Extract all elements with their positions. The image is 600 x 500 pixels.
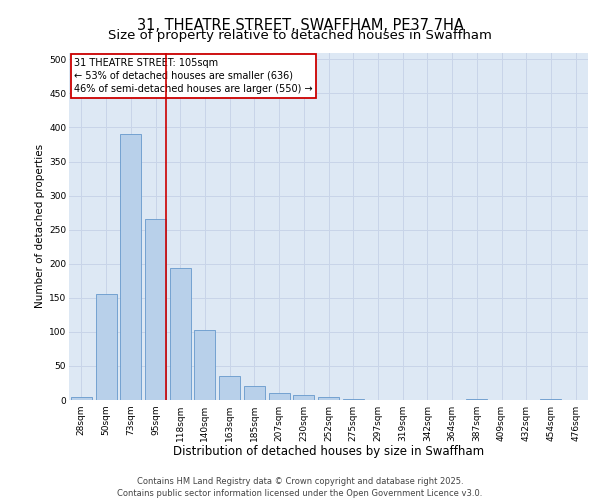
Bar (244, 386, 265, 400)
Bar (343, 398, 364, 400)
Bar (219, 376, 240, 400)
Bar (466, 398, 487, 400)
Text: Contains HM Land Registry data © Crown copyright and database right 2025.
Contai: Contains HM Land Registry data © Crown c… (118, 476, 482, 498)
Bar (145, 220, 166, 400)
X-axis label: Distribution of detached houses by size in Swaffham: Distribution of detached houses by size … (173, 446, 484, 458)
Bar (269, 392, 290, 400)
Bar (95, 294, 116, 400)
Bar (120, 134, 141, 400)
Bar (318, 396, 339, 400)
Text: Size of property relative to detached houses in Swaffham: Size of property relative to detached ho… (108, 29, 492, 42)
Y-axis label: Number of detached properties: Number of detached properties (35, 144, 45, 308)
Bar (71, 396, 92, 400)
Text: 31, THEATRE STREET, SWAFFHAM, PE37 7HA: 31, THEATRE STREET, SWAFFHAM, PE37 7HA (137, 18, 463, 32)
Bar (170, 268, 191, 400)
Text: 31 THEATRE STREET: 105sqm
← 53% of detached houses are smaller (636)
46% of semi: 31 THEATRE STREET: 105sqm ← 53% of detac… (74, 58, 313, 94)
Bar (293, 394, 314, 400)
Bar (194, 330, 215, 400)
